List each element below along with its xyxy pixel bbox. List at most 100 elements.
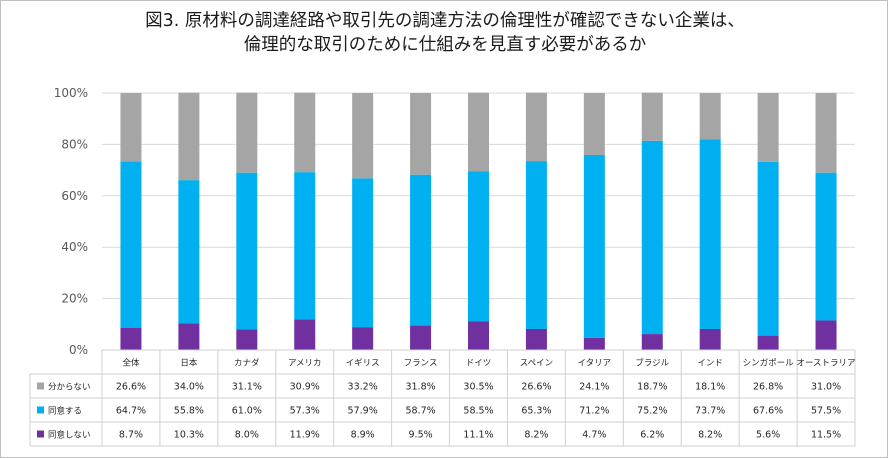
bar-segment (525, 161, 547, 329)
category-label: 全体 (122, 358, 140, 369)
legend-label: 同意する (48, 406, 82, 417)
bar-segment (525, 328, 547, 350)
data-label: 33.2% (348, 382, 378, 393)
y-tick-label: 80% (61, 137, 88, 151)
category-label: ブラジル (635, 358, 669, 369)
bar-segment (236, 92, 258, 173)
data-label: 57.5% (811, 406, 841, 417)
legend-swatch (37, 406, 44, 414)
data-label: 57.9% (348, 406, 378, 417)
data-label: 10.3% (174, 430, 204, 441)
data-label: 58.5% (463, 406, 493, 417)
y-tick-label: 40% (61, 240, 88, 254)
data-label: 11.9% (290, 430, 320, 441)
bar-segment (468, 171, 489, 322)
axis-layer: 0% 20% 40% 60% 80% 100% (54, 86, 88, 357)
bar-segment (236, 172, 258, 330)
bar-segment (583, 154, 605, 338)
bar-segment (757, 161, 779, 336)
data-label: 9.5% (409, 430, 433, 441)
category-label: イギリス (346, 359, 380, 369)
category-label: インド (697, 359, 723, 369)
data-label: 61.0% (232, 406, 262, 417)
y-tick-label: 0% (69, 343, 88, 357)
bar-segment (583, 337, 605, 350)
data-label: 30.9% (290, 382, 320, 393)
data-label: 34.0% (174, 382, 204, 393)
bar-segment (641, 334, 663, 350)
data-label: 57.3% (290, 406, 320, 417)
bar-segment (468, 92, 489, 172)
legend-swatch (37, 382, 44, 390)
bar-segment (120, 93, 142, 162)
data-label: 5.6% (756, 430, 780, 441)
bar-segment (815, 172, 837, 321)
bar-segment (583, 93, 605, 155)
data-label: 26.6% (521, 382, 551, 393)
data-label: 75.2% (637, 406, 667, 417)
category-label: スペイン (520, 359, 553, 369)
bar-segment (410, 93, 432, 175)
data-label: 18.7% (637, 382, 667, 393)
bar-segment (641, 140, 663, 335)
bar-segment (525, 92, 547, 162)
bar-segment (757, 335, 779, 350)
y-tick-label: 60% (61, 189, 88, 203)
bar-segment (294, 92, 316, 173)
data-label: 64.7% (116, 406, 146, 417)
bar-segment (815, 93, 837, 173)
bar-segment (178, 92, 200, 181)
data-label: 58.7% (405, 406, 435, 417)
data-label: 31.0% (811, 382, 841, 393)
data-label: 4.7% (582, 430, 606, 441)
bar-segment (468, 321, 489, 350)
legend-label: 分からない (48, 383, 91, 393)
data-label: 8.2% (698, 430, 722, 441)
bar-segment (178, 180, 200, 324)
data-label: 18.1% (695, 382, 725, 393)
chart-title: 図3. 原材料の調達経路や取引先の調達方法の倫理性が確認できない企業は、 倫理的… (1, 9, 888, 57)
data-label: 11.5% (811, 430, 841, 441)
legend-swatch (37, 430, 44, 438)
bar-segment (178, 323, 200, 350)
data-label: 31.1% (232, 382, 262, 393)
data-label: 24.1% (579, 382, 609, 393)
category-label: 日本 (180, 358, 198, 369)
category-label: ドイツ (466, 359, 492, 369)
bar-segment (352, 178, 374, 328)
bar-segment (120, 161, 142, 328)
data-label: 26.6% (116, 382, 146, 393)
bar-segment (641, 92, 663, 141)
bar-segment (757, 93, 779, 162)
bar-segment (120, 327, 142, 350)
bar-segment (352, 327, 374, 350)
y-tick-label: 20% (61, 292, 88, 306)
bar-segment (294, 172, 316, 320)
y-tick-label: 100% (54, 86, 88, 100)
data-label: 55.8% (174, 406, 204, 417)
data-label: 8.2% (524, 430, 548, 441)
data-label: 8.7% (119, 430, 143, 441)
chart-title-line-2: 倫理的な取引のために仕組みを見直す必要があるか (243, 35, 647, 55)
bar-segment (699, 328, 721, 350)
data-table: 全体 日本 カナダ アメリカ イギリス フランス ドイツ スペイン イタリア ブラジル インド シンガ… (29, 349, 856, 447)
data-label: 6.2% (640, 430, 664, 441)
data-label: 30.5% (463, 382, 493, 393)
data-label: 8.0% (235, 430, 259, 441)
category-label: カナダ (234, 358, 260, 369)
bar-segment (410, 174, 432, 326)
bar-segment (699, 139, 721, 329)
bar-layer (120, 92, 837, 350)
category-label: シンガポール (743, 358, 795, 369)
legend-label: 同意しない (48, 430, 91, 441)
category-label: オーストラリア (796, 359, 855, 369)
category-label: アメリカ (288, 359, 322, 369)
data-label: 26.8% (753, 382, 783, 393)
data-label: 8.9% (351, 430, 375, 441)
data-label: 73.7% (695, 406, 725, 417)
data-label: 11.1% (463, 430, 493, 441)
bar-segment (815, 320, 837, 350)
data-label: 67.6% (753, 406, 783, 417)
